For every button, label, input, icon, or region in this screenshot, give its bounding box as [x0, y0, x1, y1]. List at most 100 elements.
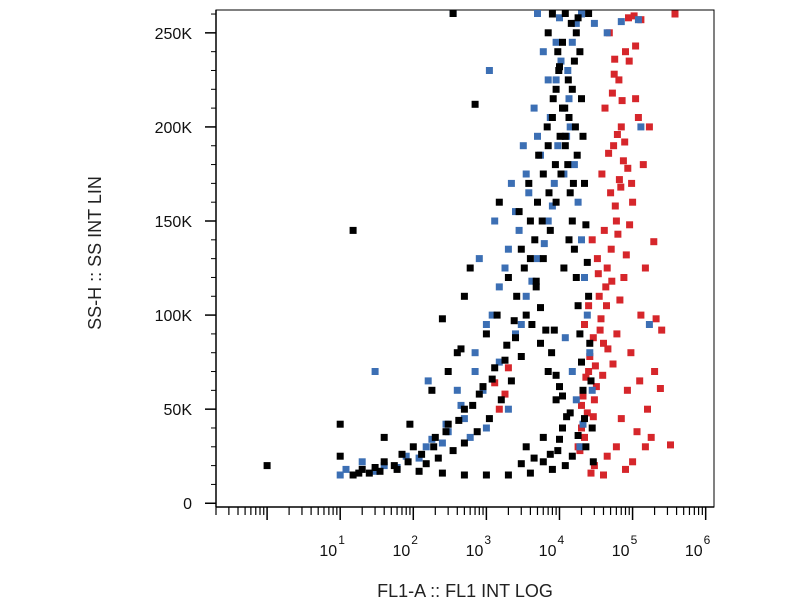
data-point — [501, 390, 509, 398]
data-point — [517, 353, 525, 360]
data-point — [431, 433, 439, 441]
data-point — [587, 469, 595, 477]
data-point — [556, 14, 563, 22]
data-point — [645, 321, 653, 328]
data-point — [627, 349, 635, 357]
data-point — [634, 114, 642, 121]
data-point — [581, 433, 588, 441]
data-point — [585, 302, 593, 310]
data-point — [651, 368, 659, 375]
data-point — [607, 245, 615, 253]
data-point — [598, 170, 606, 178]
data-point — [526, 255, 534, 263]
data-point — [561, 334, 569, 342]
data-point — [522, 292, 530, 300]
data-point — [504, 364, 512, 372]
data-point — [568, 217, 576, 225]
x-tick-label-base: 10 — [392, 543, 410, 560]
data-point — [590, 396, 598, 404]
data-point — [455, 416, 463, 424]
data-point — [548, 349, 556, 357]
y-tick-label: 100K — [155, 308, 193, 325]
data-point — [495, 405, 503, 413]
data-point — [615, 76, 623, 84]
data-point — [504, 405, 512, 413]
data-point — [563, 413, 571, 421]
data-point — [548, 10, 556, 18]
data-point — [460, 405, 468, 413]
data-point — [574, 432, 582, 439]
data-point — [565, 236, 573, 244]
data-point — [579, 132, 587, 140]
data-point — [519, 142, 527, 150]
data-point — [531, 236, 539, 244]
data-point — [552, 38, 560, 46]
data-point — [650, 238, 658, 246]
data-point — [495, 358, 503, 366]
data-point — [600, 226, 608, 234]
data-point — [466, 264, 474, 272]
data-point — [588, 236, 596, 244]
data-point — [617, 183, 625, 191]
data-point — [588, 424, 596, 432]
x-tick-label-base: 10 — [319, 543, 337, 560]
data-point — [393, 465, 401, 473]
data-point — [586, 339, 594, 347]
data-point — [587, 377, 595, 385]
data-point — [430, 443, 438, 451]
data-point — [564, 76, 572, 84]
data-point — [568, 38, 576, 46]
data-point — [512, 208, 519, 216]
data-point — [422, 460, 430, 468]
x-tick-label-base: 10 — [466, 543, 484, 560]
data-point — [599, 371, 607, 379]
data-point — [551, 161, 559, 169]
data-point — [539, 170, 547, 178]
data-point — [625, 57, 633, 65]
x-tick-label: 102 — [392, 533, 418, 560]
data-point — [573, 151, 581, 159]
data-point — [601, 104, 609, 112]
data-point — [614, 230, 622, 238]
data-point — [656, 385, 664, 392]
x-tick-label-exponent: 4 — [557, 533, 564, 547]
data-point — [572, 274, 580, 281]
data-point — [507, 377, 515, 385]
data-point — [603, 452, 611, 460]
data-point — [619, 157, 627, 165]
data-point — [449, 10, 457, 17]
data-point — [507, 179, 515, 187]
data-point — [358, 465, 366, 473]
data-point — [569, 179, 577, 187]
data-point — [652, 315, 660, 323]
x-tick-label-exponent: 3 — [484, 533, 491, 547]
data-point — [578, 358, 585, 366]
data-point — [620, 274, 628, 281]
data-point — [592, 383, 600, 391]
data-point — [561, 10, 569, 17]
data-point — [605, 149, 613, 157]
x-tick-label: 103 — [466, 533, 492, 560]
data-point — [572, 29, 580, 37]
data-point — [611, 55, 619, 63]
data-point — [528, 321, 536, 328]
data-point — [556, 435, 563, 443]
data-point — [504, 274, 512, 281]
data-point — [546, 226, 554, 234]
data-point — [595, 292, 603, 300]
data-point — [626, 221, 634, 229]
data-point — [613, 330, 621, 338]
x-tick-label-base: 10 — [612, 543, 630, 560]
data-point — [545, 189, 553, 197]
data-point — [561, 142, 569, 150]
data-point — [591, 362, 599, 370]
x-tick-label: 101 — [319, 533, 345, 560]
data-point — [371, 464, 379, 471]
data-point — [556, 383, 563, 391]
data-point — [579, 392, 587, 400]
data-point — [581, 415, 588, 423]
data-point — [534, 255, 541, 263]
data-point — [578, 401, 585, 409]
data-point — [543, 123, 551, 131]
data-point — [491, 364, 499, 372]
